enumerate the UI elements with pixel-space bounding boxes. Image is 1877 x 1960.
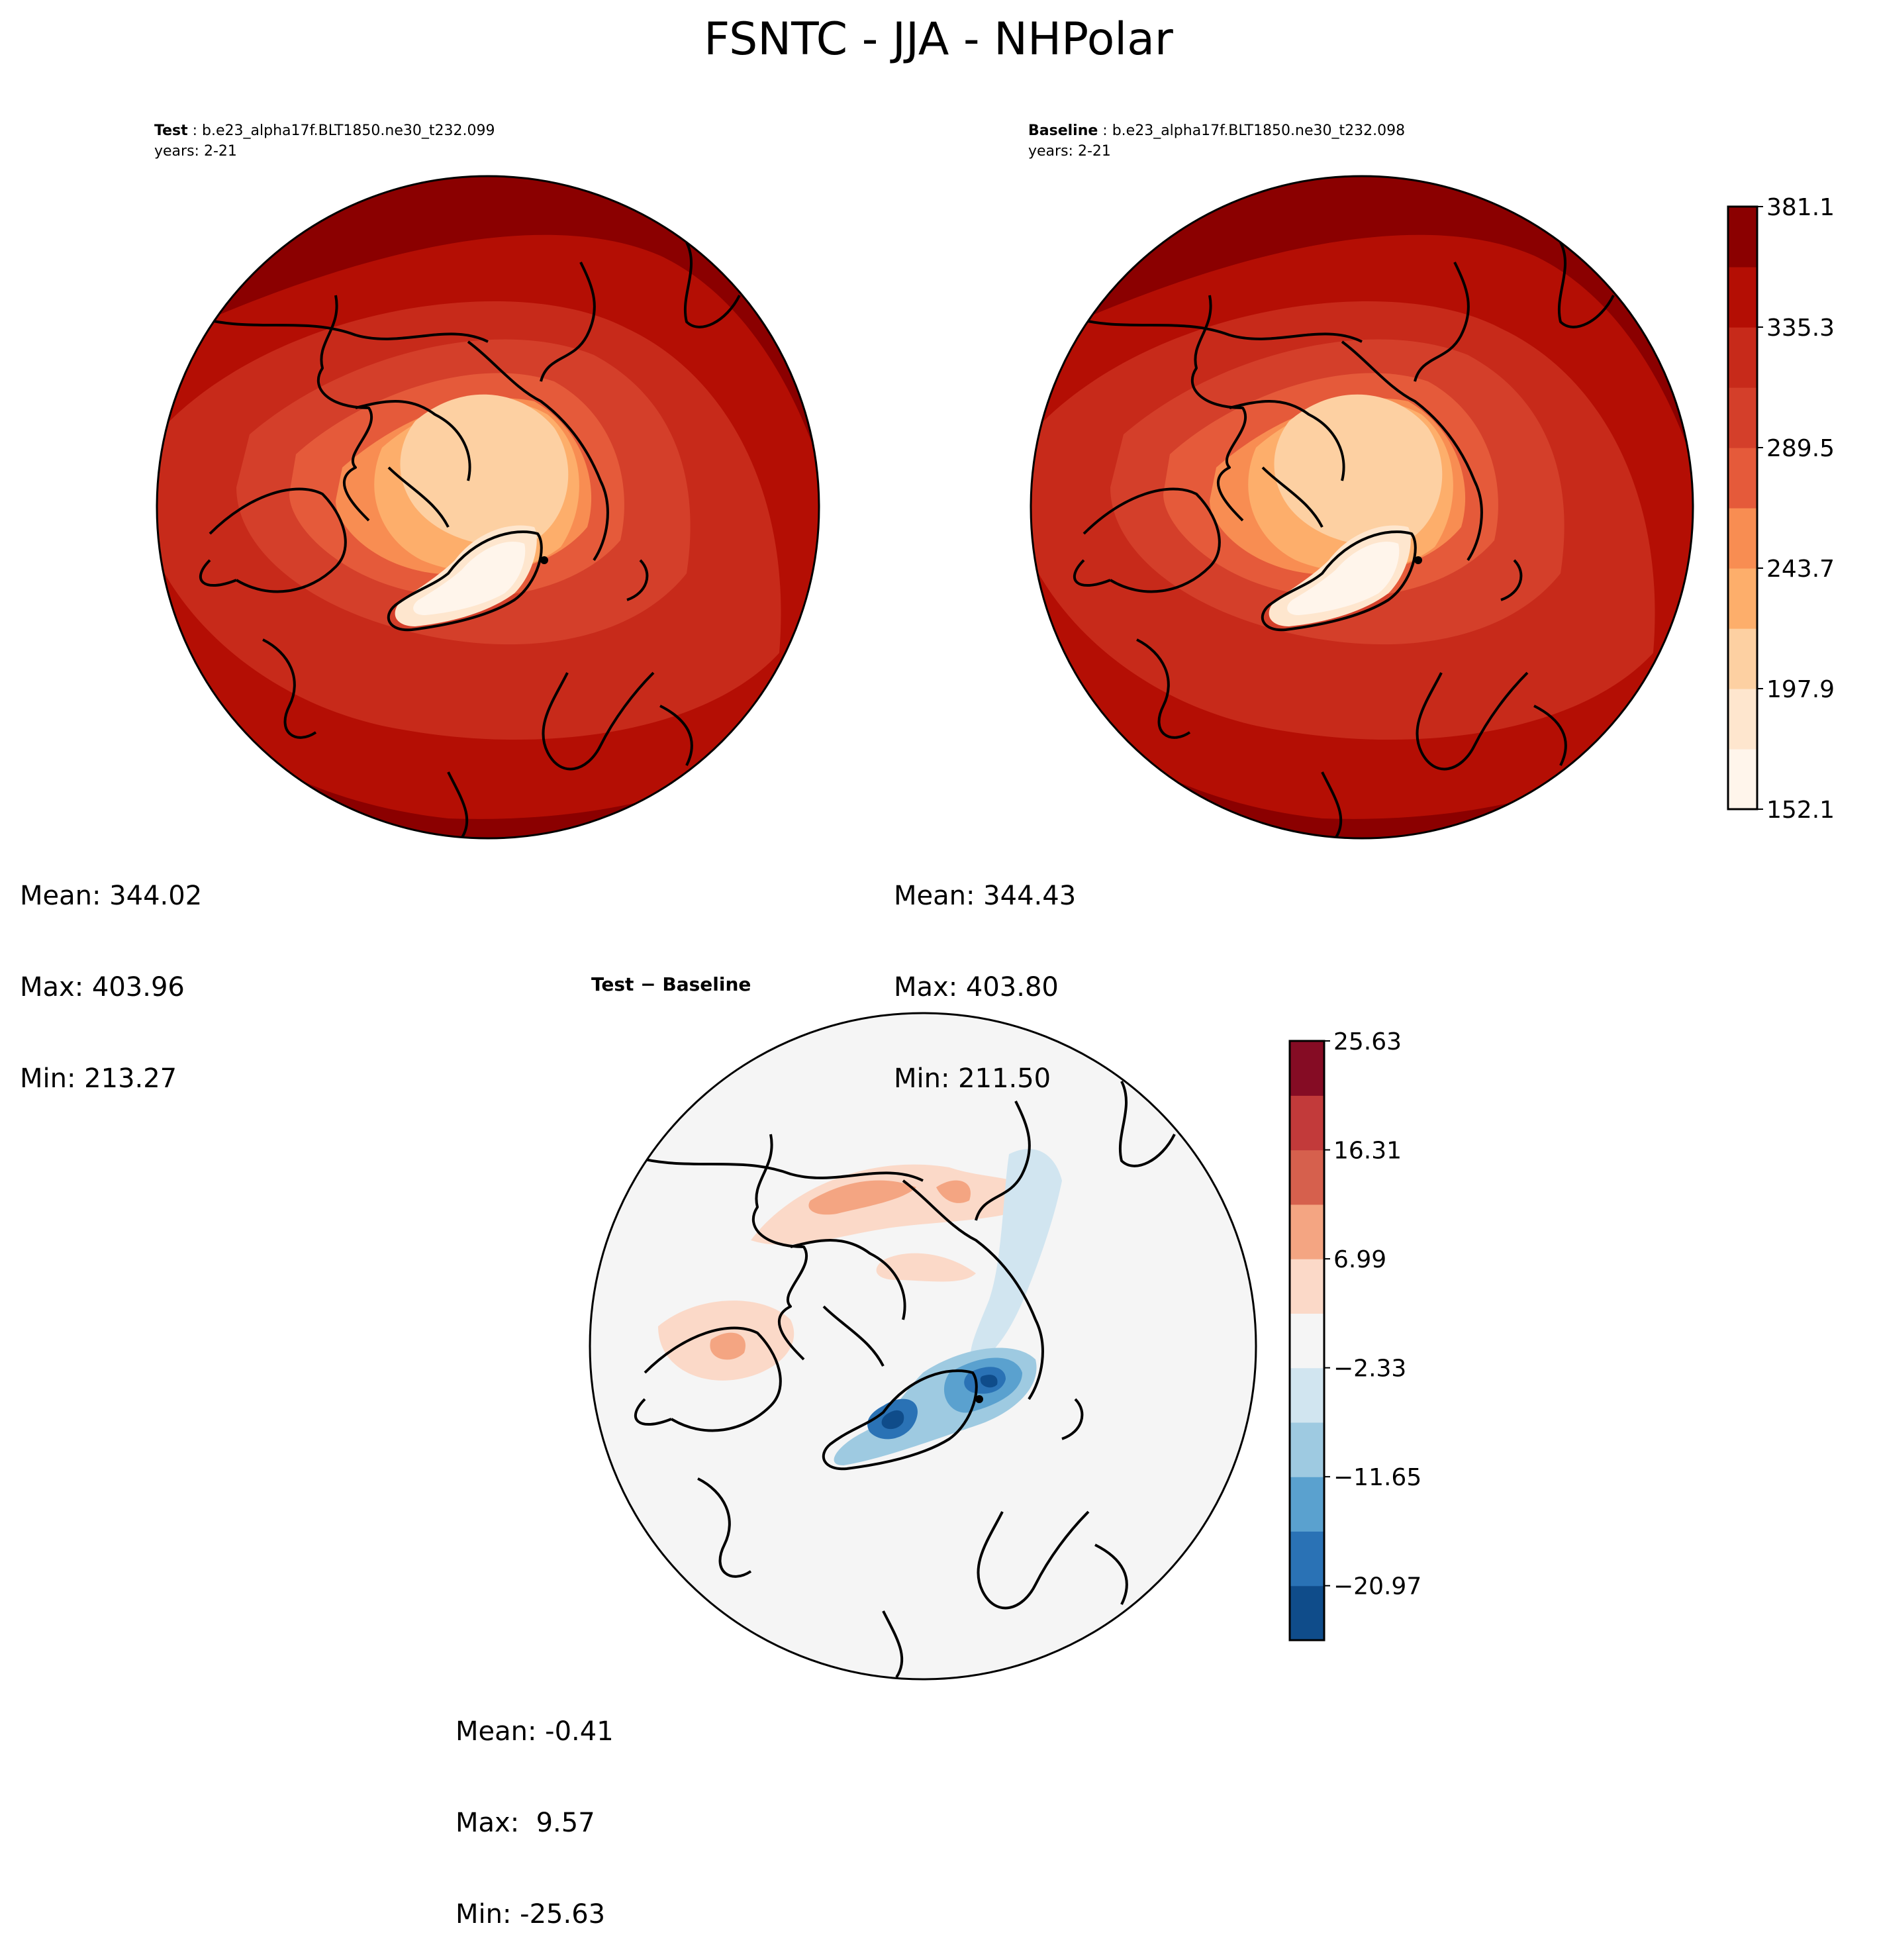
colorbar-difference-tick-label: 25.63	[1333, 1028, 1402, 1055]
colorbar-absolute-frame	[1727, 205, 1758, 810]
test-map-border	[156, 175, 820, 840]
colorbar-absolute-band	[1728, 628, 1757, 689]
colorbar-absolute-band	[1728, 327, 1757, 388]
colorbar-difference-band	[1290, 1204, 1324, 1259]
test-years: years: 2-21	[154, 143, 237, 160]
test-min: Min: 213.27	[20, 1063, 177, 1094]
baseline-mean: Mean: 344.43	[894, 881, 1077, 911]
colorbar-difference-tick-label: −2.33	[1333, 1355, 1406, 1383]
diff-max: Max: 9.57	[456, 1808, 595, 1838]
colorbar-difference-band	[1290, 1041, 1324, 1096]
colorbar-difference-band	[1290, 1313, 1324, 1369]
diff-min: Min: -25.63	[456, 1899, 606, 1930]
colorbar-difference-tick-label: 6.99	[1333, 1246, 1386, 1273]
colorbar-absolute-band	[1728, 207, 1757, 268]
colorbar-absolute-tick-label: 152.1	[1766, 797, 1835, 824]
colorbar-absolute-band	[1728, 689, 1757, 750]
colorbar-difference-tick-label: −20.97	[1333, 1573, 1421, 1600]
colorbar-absolute-tick-label: 335.3	[1766, 315, 1835, 342]
baseline-years: years: 2-21	[1028, 143, 1111, 160]
diff-mean: Mean: -0.41	[456, 1716, 614, 1747]
colorbar-absolute-band	[1728, 267, 1757, 328]
baseline-min: Min: 211.50	[894, 1063, 1051, 1094]
colorbar-absolute-tick-label: 243.7	[1766, 556, 1835, 583]
baseline-label: Baseline	[1028, 122, 1098, 139]
colorbar-absolute-tick-label: 381.1	[1766, 194, 1835, 221]
colorbar-absolute-tick-label: 197.9	[1766, 676, 1835, 703]
colorbar-absolute-tick-label: 289.5	[1766, 435, 1835, 462]
baseline-max: Max: 403.80	[894, 972, 1059, 1003]
test-case-name: b.e23_alpha17f.BLT1850.ne30_t232.099	[202, 122, 495, 139]
colorbar-difference-tick-label: −11.65	[1333, 1464, 1421, 1491]
colorbar-absolute-band	[1728, 508, 1757, 569]
colorbar-difference: 25.63 16.31 6.99 −2.33 −11.65 −20.97	[1288, 1028, 1421, 1642]
colorbar-difference-band	[1290, 1531, 1324, 1587]
colorbar-difference-band	[1290, 1422, 1324, 1477]
colorbar-difference-band	[1290, 1367, 1324, 1423]
test-max: Max: 403.96	[20, 972, 185, 1003]
diff-map-border	[589, 1012, 1257, 1681]
test-mean: Mean: 344.02	[20, 881, 203, 911]
diff-panel-title: Test − Baseline	[591, 973, 751, 995]
colorbar-difference-frame	[1288, 1040, 1325, 1642]
test-panel-title: Test : b.e23_alpha17f.BLT1850.ne30_t232.…	[154, 121, 495, 162]
figure-title: FSNTC - JJA - NHPolar	[704, 13, 1173, 66]
colorbar-difference-tick-label: 16.31	[1333, 1138, 1402, 1165]
baseline-map-border	[1030, 175, 1694, 840]
colorbar-absolute-band	[1728, 448, 1757, 509]
colorbar-difference-band	[1290, 1477, 1324, 1532]
colorbar-difference-band	[1290, 1585, 1324, 1641]
colorbar-difference-band	[1290, 1095, 1324, 1151]
colorbar-absolute: 152.1 197.9 243.7 289.5 335.3 381.1	[1727, 194, 1835, 824]
colorbar-difference-band	[1290, 1150, 1324, 1205]
colorbar-absolute-band	[1728, 568, 1757, 629]
test-stats: Mean: 344.02 Max: 403.96 Min: 213.27	[20, 820, 202, 1124]
baseline-case-name: b.e23_alpha17f.BLT1850.ne30_t232.098	[1112, 122, 1406, 139]
baseline-map	[1030, 175, 1694, 840]
diff-stats: Mean: -0.41 Max: 9.57 Min: -25.63	[456, 1655, 614, 1960]
baseline-stats: Mean: 344.43 Max: 403.80 Min: 211.50	[894, 820, 1076, 1124]
figure-canvas: 152.1 197.9 243.7 289.5 335.3 381.1 25.63 16.3…	[156, 175, 1835, 1681]
colorbar-difference-band	[1290, 1259, 1324, 1314]
diff-map	[589, 1012, 1257, 1681]
baseline-panel-title: Baseline : b.e23_alpha17f.BLT1850.ne30_t…	[1028, 121, 1405, 162]
test-map	[156, 175, 820, 840]
colorbar-absolute-band	[1728, 749, 1757, 810]
test-label: Test	[154, 122, 188, 139]
colorbar-absolute-band	[1728, 387, 1757, 448]
